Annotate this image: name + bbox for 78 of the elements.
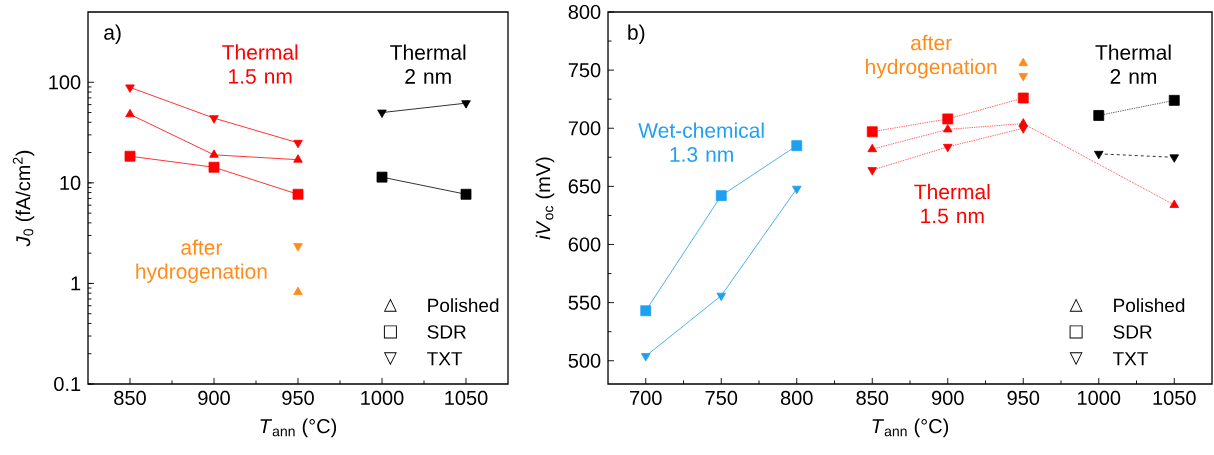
point [1018,125,1028,134]
point [715,190,727,202]
annotation: b) [628,24,645,44]
point [1017,92,1029,104]
annotation: after hydrogenation [136,239,267,284]
annotation: Wet-chemical 1.3 nm [638,122,764,162]
point [641,353,651,362]
annotation: Thermal 2 nm [1095,44,1171,84]
point [293,286,303,295]
x-tick-label: 950 [282,390,314,406]
point [1018,57,1028,67]
y-tick-label: 100 [49,75,81,90]
point [1168,94,1180,106]
y-tick-label: 650 [568,179,601,194]
y-tick-label: 800 [568,4,601,20]
y-tick-label: 700 [568,121,601,136]
point [791,140,803,152]
x-tick-label: 1050 [1153,390,1196,406]
annotation: □ [383,325,397,339]
annotation: TXT [1113,352,1149,366]
point [943,143,953,153]
annotation: ▽ [383,352,397,366]
point [124,150,136,162]
annotation: △ [1069,298,1083,312]
annotation: SDR [1113,325,1152,339]
x-tick-label: 950 [1007,390,1040,406]
annotation: SDR [427,325,466,339]
x-tick-label: 1000 [1078,390,1121,406]
point [460,188,472,200]
point [867,167,877,176]
point [209,115,219,124]
point [292,188,304,200]
point [942,113,954,125]
point [866,126,878,138]
annotation: Thermal 1.5 nm [222,44,298,84]
y-tick-label: 0.1 [54,376,81,392]
y-tick-label: 750 [568,63,601,78]
y-tick-label: 500 [568,353,601,368]
point [125,84,135,93]
point [208,161,220,173]
point [1093,110,1105,121]
y-tick-label: 1 [71,276,81,291]
x-tick-label: 900 [932,390,964,406]
x-axis-title: T$_{ann}$ (°C) [260,418,337,438]
annotation: ▽ [1069,352,1083,366]
x-axis-title: T$_{ann}$ (°C) [872,418,949,438]
annotation: □ [1069,325,1083,339]
x-tick-label: 750 [705,390,738,406]
annotation: Thermal 1.5 nm [914,183,990,224]
x-tick-label: 850 [114,390,146,406]
y-tick-label: 10 [60,175,81,190]
annotation: TXT [427,352,463,366]
point [293,139,303,149]
point [792,185,802,195]
annotation: △ [383,298,397,312]
y-tick-label: 550 [568,295,601,310]
point [376,171,388,183]
x-tick-label: 1000 [361,390,404,406]
x-tick-label: 1050 [445,390,488,406]
y-tick-label: 600 [568,237,601,252]
x-tick-label: 700 [630,390,662,406]
x-tick-label: 900 [198,390,230,406]
y-axis-title: iV$_{oc}$ (mV) [535,157,555,240]
point [943,124,953,133]
point [1018,73,1028,82]
point [640,305,652,317]
annotation: Thermal 2 nm [390,44,466,84]
point [867,143,877,153]
point [716,292,726,302]
annotation: Polished [428,298,499,313]
point [209,149,219,158]
x-tick-label: 850 [856,390,889,406]
point [293,154,303,163]
annotation: after hydrogenation [866,34,997,79]
annotation: Polished [1114,298,1185,313]
annotation: a) [104,24,121,44]
x-tick-label: 800 [780,390,813,406]
y-axis-title: J$_{0}$ (fA/cm$^{2}$) [12,150,35,247]
